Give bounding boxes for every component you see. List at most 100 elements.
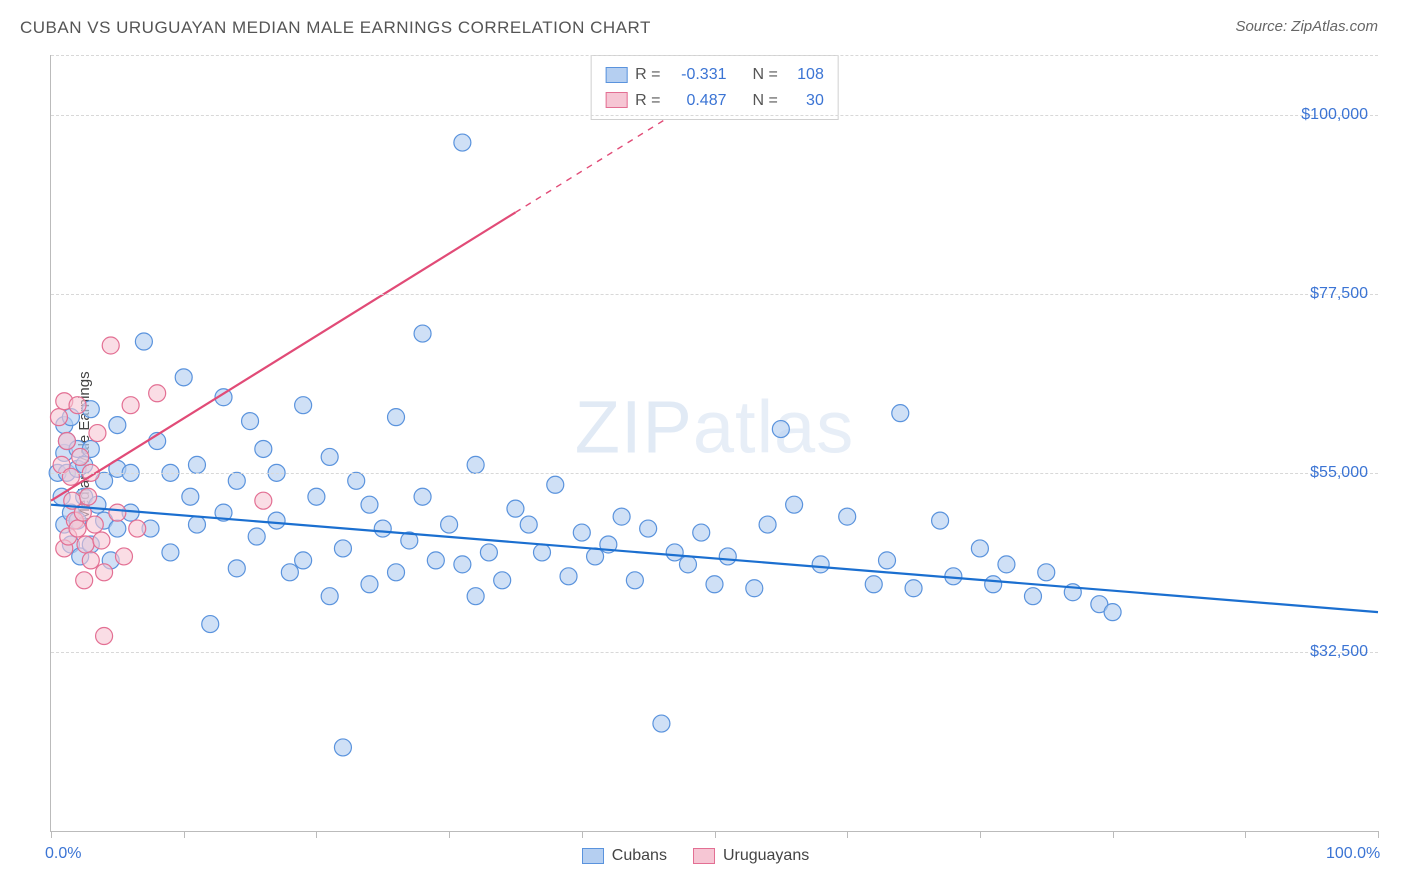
chart-title: CUBAN VS URUGUAYAN MEDIAN MALE EARNINGS … [20, 18, 651, 37]
uruguayans-point [149, 385, 166, 402]
cubans-point [1024, 588, 1041, 605]
cubans-point [547, 476, 564, 493]
cubans-point [109, 417, 126, 434]
x-tick-label: 0.0% [45, 845, 81, 863]
cubans-point [812, 556, 829, 573]
cubans-point [772, 421, 789, 438]
cubans-point [374, 520, 391, 537]
uruguayans-point [77, 536, 94, 553]
uruguayans-point [69, 397, 86, 414]
legend-n-value: 30 [786, 88, 824, 114]
cubans-point [109, 520, 126, 537]
cubans-point [905, 580, 922, 597]
series-legend: Cubans Uruguayans [582, 847, 809, 865]
legend-n-label: N = [753, 62, 778, 88]
uruguayans-point [82, 552, 99, 569]
cubans-point [388, 564, 405, 581]
legend-item: Uruguayans [693, 847, 809, 865]
cubans-point [135, 333, 152, 350]
chart-source: Source: ZipAtlas.com [1235, 18, 1378, 35]
cubans-point [361, 576, 378, 593]
cubans-point [228, 560, 245, 577]
uruguayans-point [76, 572, 93, 589]
x-tick-label: 100.0% [1326, 845, 1380, 863]
plot-svg [51, 55, 1378, 831]
uruguayans-point [93, 532, 110, 549]
legend-swatch [605, 67, 627, 83]
cubans-point [361, 496, 378, 513]
y-tick-label: $77,500 [1310, 285, 1368, 303]
cubans-point [321, 588, 338, 605]
y-tick-label: $55,000 [1310, 464, 1368, 482]
x-tick [1378, 831, 1379, 838]
cubans-point [334, 739, 351, 756]
cubans-point [348, 472, 365, 489]
cubans-point [414, 325, 431, 342]
uruguayans-point [129, 520, 146, 537]
cubans-point [560, 568, 577, 585]
cubans-point [507, 500, 524, 517]
legend-item: Cubans [582, 847, 667, 865]
legend-swatch [693, 848, 715, 864]
cubans-point [719, 548, 736, 565]
legend-swatch [605, 92, 627, 108]
cubans-point [879, 552, 896, 569]
gridline [51, 294, 1378, 295]
cubans-point [427, 552, 444, 569]
cubans-point [640, 520, 657, 537]
x-tick [1245, 831, 1246, 838]
x-tick [1113, 831, 1114, 838]
chart-header: CUBAN VS URUGUAYAN MEDIAN MALE EARNINGS … [20, 18, 1386, 48]
legend-row: R =-0.331N =108 [605, 62, 824, 88]
uruguayans-point [102, 337, 119, 354]
cubans-point [865, 576, 882, 593]
uruguayans-point [58, 433, 75, 450]
uruguayans-point [62, 468, 79, 485]
cubans-point [467, 588, 484, 605]
legend-r-value: 0.487 [669, 88, 727, 114]
cubans-point [388, 409, 405, 426]
legend-swatch [582, 848, 604, 864]
cubans-point [839, 508, 856, 525]
uruguayans-point [255, 492, 272, 509]
legend-n-value: 108 [786, 62, 824, 88]
cubans-point [573, 524, 590, 541]
legend-n-label: N = [753, 88, 778, 114]
uruguayans-point [69, 520, 86, 537]
gridline [51, 473, 1378, 474]
cubans-point [414, 488, 431, 505]
cubans-point [308, 488, 325, 505]
cubans-point [533, 544, 550, 561]
uruguayans-point [96, 564, 113, 581]
cubans-point [467, 456, 484, 473]
cubans-point [1104, 604, 1121, 621]
cubans-point [182, 488, 199, 505]
cubans-point [281, 564, 298, 581]
cubans-point [998, 556, 1015, 573]
cubans-point [295, 397, 312, 414]
cubans-point [587, 548, 604, 565]
cubans-point [202, 616, 219, 633]
cubans-point [653, 715, 670, 732]
uruguayans-point [115, 548, 132, 565]
cubans-point [494, 572, 511, 589]
uruguayans-point [50, 409, 67, 426]
gridline [51, 652, 1378, 653]
cubans-point [693, 524, 710, 541]
x-tick [847, 831, 848, 838]
cubans-point [268, 512, 285, 529]
cubans-point [985, 576, 1002, 593]
uruguayans-point [86, 516, 103, 533]
x-tick [449, 831, 450, 838]
x-tick [51, 831, 52, 838]
cubans-point [679, 556, 696, 573]
cubans-point [971, 540, 988, 557]
cubans-point [242, 413, 259, 430]
legend-r-label: R = [635, 88, 660, 114]
uruguayans-point [89, 425, 106, 442]
cubans-point [295, 552, 312, 569]
correlation-legend: R =-0.331N =108R =0.487N =30 [590, 55, 839, 120]
x-tick [316, 831, 317, 838]
cubans-point [746, 580, 763, 597]
x-tick [582, 831, 583, 838]
